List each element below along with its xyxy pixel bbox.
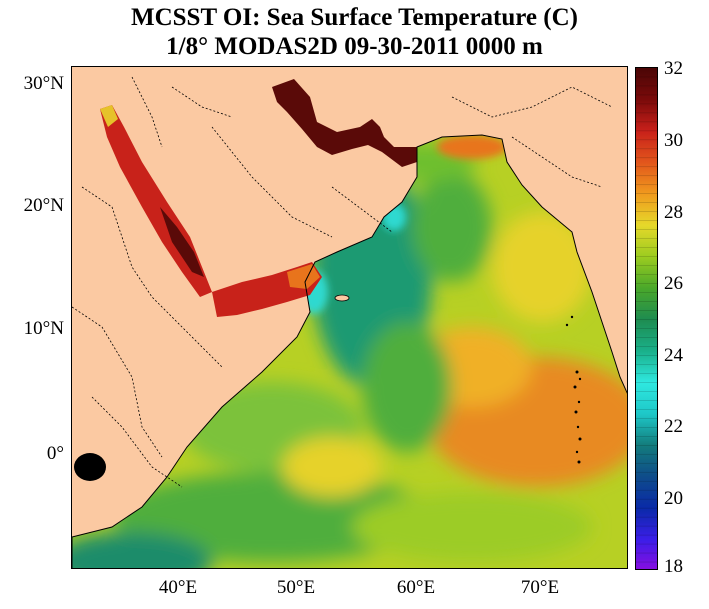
- colorbar-label-20: 20: [664, 488, 683, 509]
- lat-label-10n: 10°N: [23, 318, 64, 339]
- red-sea-hot-core: [160, 207, 204, 277]
- colorbar-label-18: 18: [664, 556, 683, 577]
- coastlines: [72, 134, 627, 568]
- colorbar: [635, 67, 658, 570]
- lat-label-30n: 30°N: [23, 73, 64, 94]
- lake-victoria: [74, 453, 106, 481]
- lon-label-70e: 70°E: [520, 577, 560, 598]
- colorbar-label-26: 26: [664, 273, 683, 294]
- colorbar-label-30: 30: [664, 130, 683, 151]
- map-panel: [71, 66, 628, 569]
- gulf-of-suez: [100, 105, 118, 127]
- colorbar-label-32: 32: [664, 58, 683, 79]
- lon-label-60e: 60°E: [396, 577, 436, 598]
- sst-map: [72, 67, 627, 568]
- lon-label-50e: 50°E: [276, 577, 316, 598]
- colorbar-label-24: 24: [664, 345, 683, 366]
- colorbar-gradient: [636, 68, 657, 569]
- aden-warm-patch: [287, 264, 320, 289]
- lon-label-40e: 40°E: [158, 577, 198, 598]
- persian-gulf: [272, 79, 417, 167]
- colorbar-label-22: 22: [664, 416, 683, 437]
- island-chain: [565, 315, 582, 464]
- lat-label-0: 0°: [46, 443, 64, 464]
- lat-label-20n: 20°N: [23, 195, 64, 216]
- map-subtitle: 1/8° MODAS2D 09-30-2011 0000 m: [166, 33, 543, 60]
- borders: [72, 76, 613, 488]
- colorbar-label-28: 28: [664, 202, 683, 223]
- socotra-island: [334, 294, 350, 302]
- map-title: MCSST OI: Sea Surface Temperature (C): [131, 4, 578, 31]
